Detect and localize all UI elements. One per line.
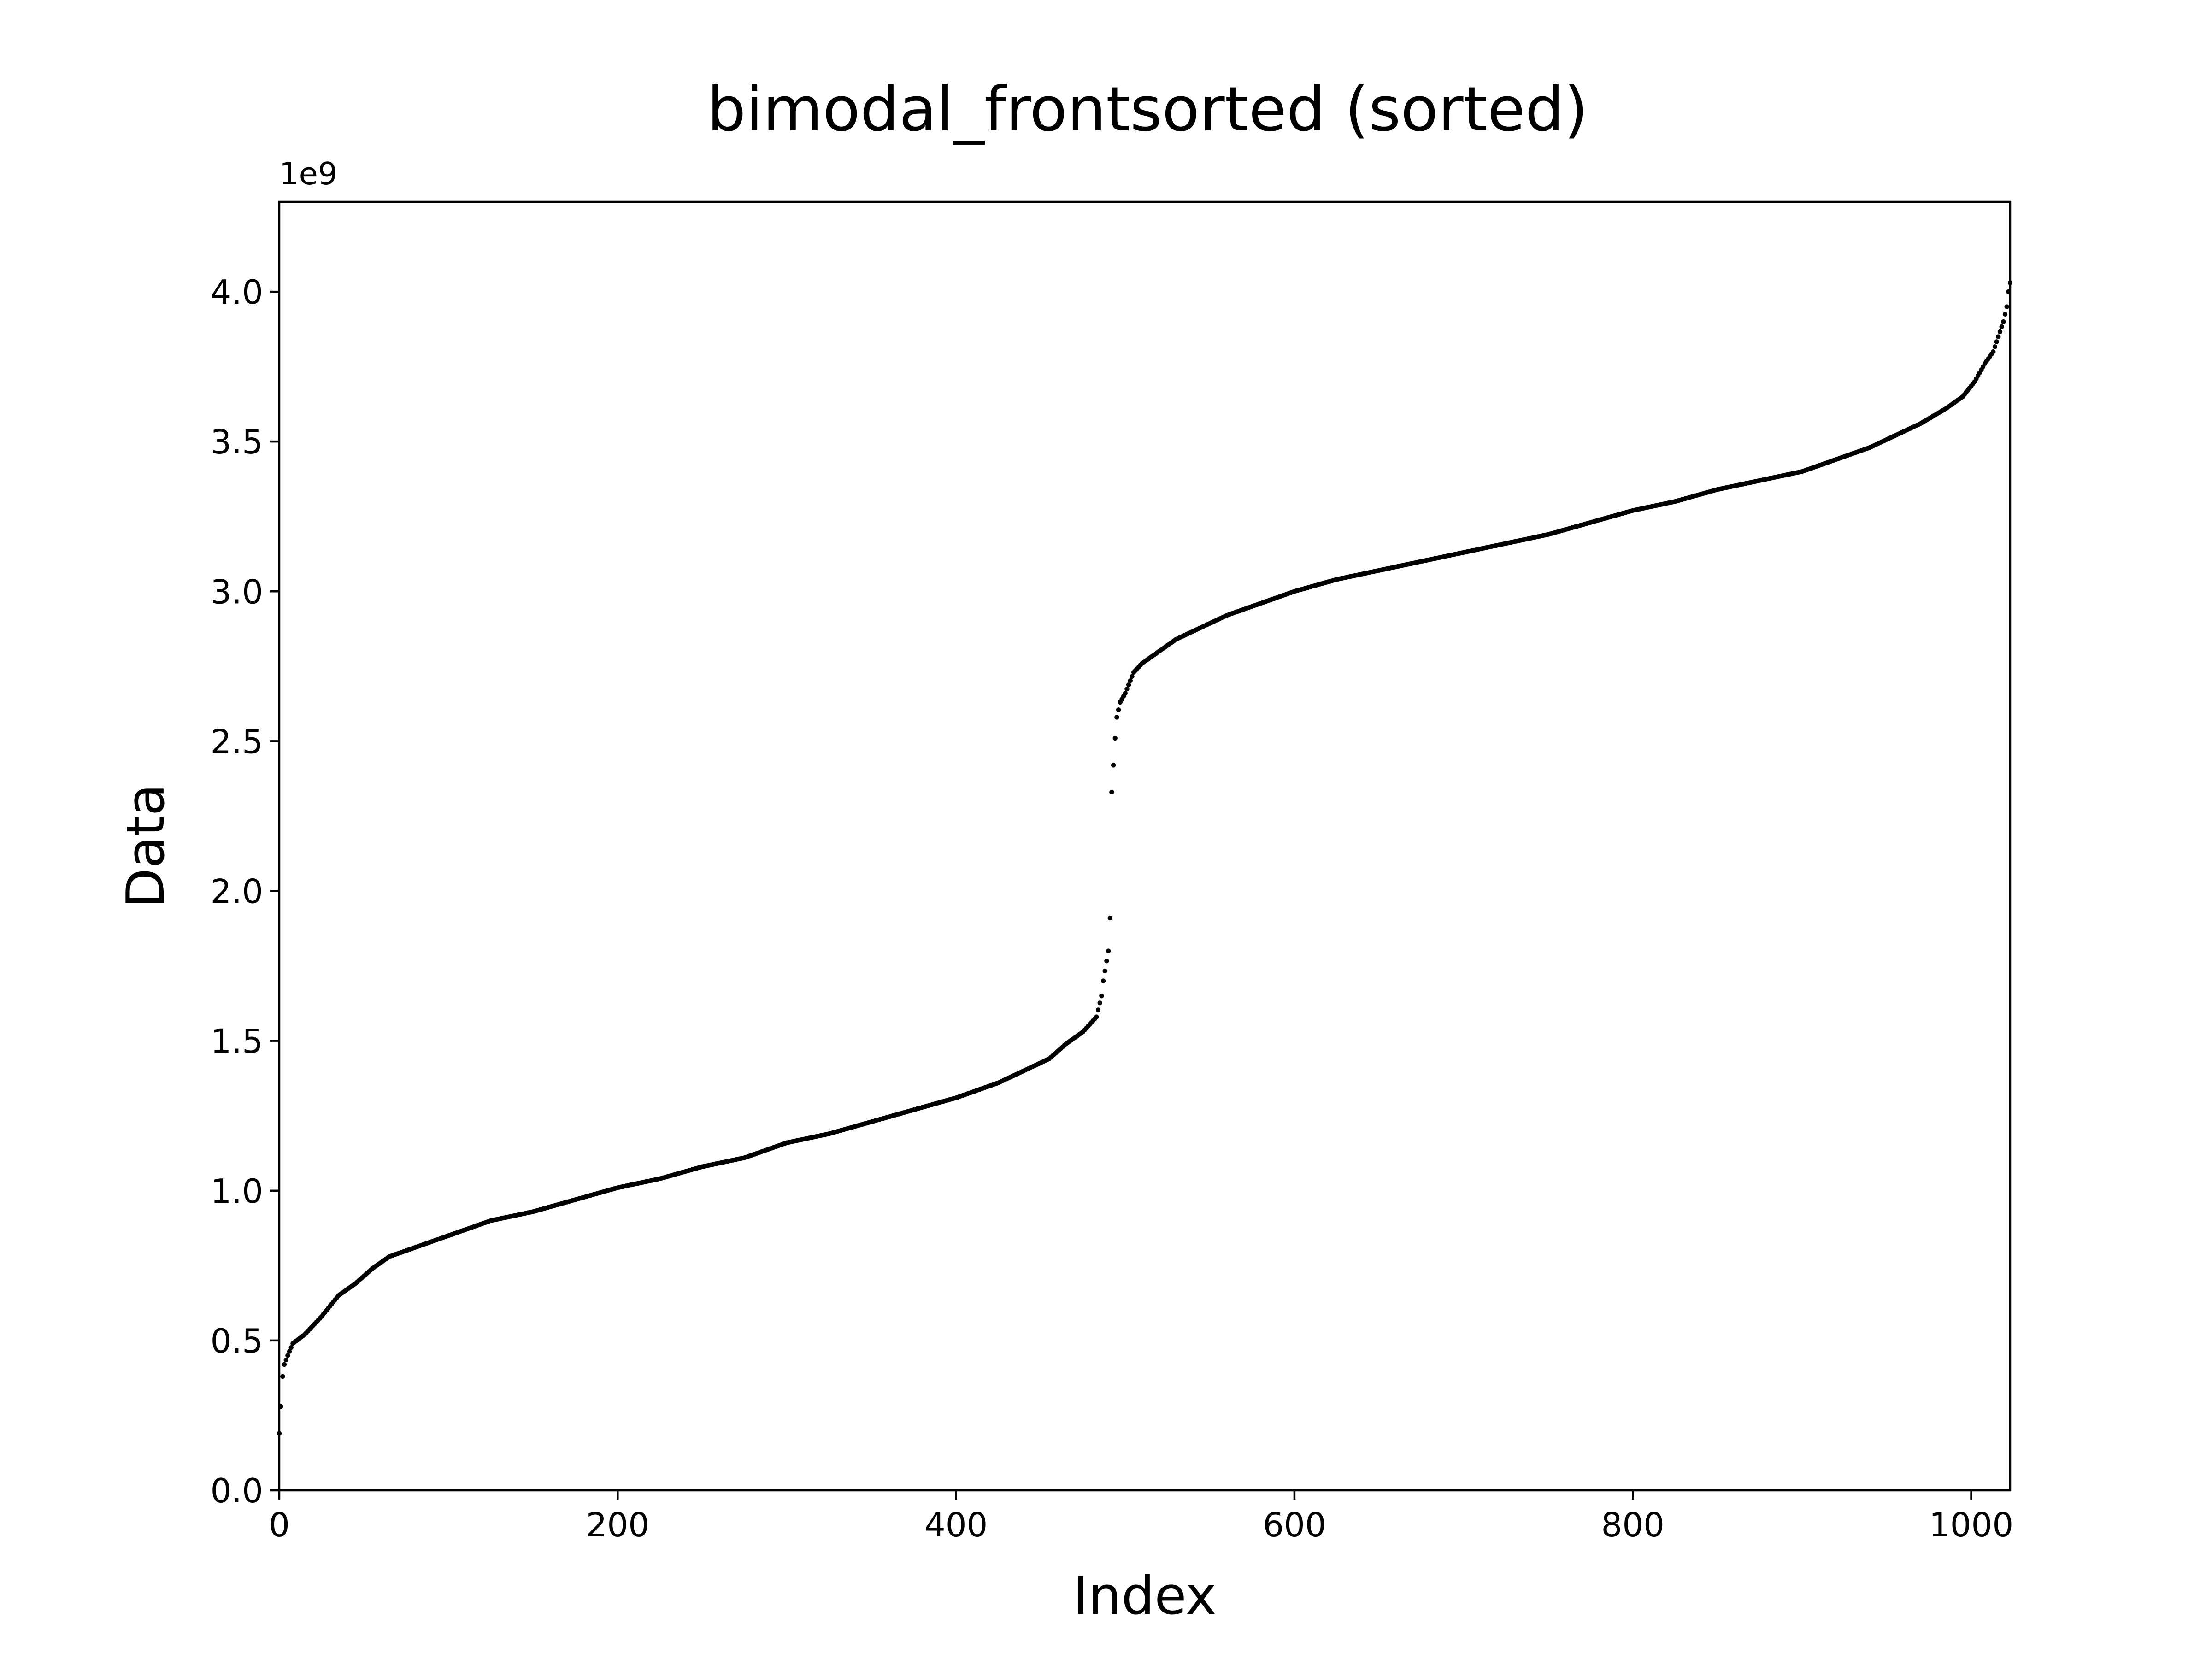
chart-title: bimodal_frontsorted (sorted) [707,74,1588,145]
x-tick-label: 800 [1601,1506,1665,1544]
data-point [1106,948,1111,953]
data-point [1099,993,1104,999]
data-point [2001,319,2006,324]
x-tick-label: 600 [1263,1506,1326,1544]
data-point [1991,349,1996,354]
data-point [1130,674,1135,679]
y-tick-label: 0.5 [210,1322,263,1360]
y-axis-label: Data [115,784,176,908]
data-point [2004,304,2009,309]
x-axis-ticks: 0 200 400 600 800 1000 [269,1490,2013,1544]
data-point [1128,678,1133,683]
plot-frame [278,200,2012,1492]
data-point [1104,959,1109,964]
y-offset-label: 1e9 [279,156,337,192]
x-tick-label: 200 [586,1506,649,1544]
data-point [1123,691,1128,696]
data-point [285,1353,290,1358]
y-tick-label: 3.0 [210,572,263,611]
data-point [1126,682,1131,688]
y-axis-ticks: 0.0 0.5 1.0 1.5 2.0 2.5 3.0 3.5 4.0 [210,273,279,1510]
data-point [280,1374,285,1379]
data-point [1097,1000,1102,1006]
y-tick-label: 4.0 [210,273,263,312]
data-point [283,1357,288,1363]
data-point [1994,339,1999,344]
data-point [288,1345,294,1350]
data-point [287,1349,292,1354]
x-tick-label: 1000 [1929,1506,2013,1544]
data-point [1114,715,1119,720]
data-point [1100,978,1106,983]
data-point [1997,329,2003,334]
x-tick-label: 0 [269,1506,290,1544]
data-point [1102,968,1107,974]
x-tick-label: 400 [924,1506,988,1544]
data-point [1992,344,1998,349]
data-point [1112,735,1118,741]
y-tick-label: 0.0 [210,1471,263,1510]
data-point [2002,312,2008,317]
data-point [1111,763,1116,768]
y-tick-label: 2.0 [210,872,263,911]
data-point [1107,915,1112,921]
data-point [1124,687,1130,692]
data-point [282,1362,287,1367]
y-tick-label: 2.5 [210,722,263,761]
data-point [1109,789,1114,795]
data-point [1095,1007,1101,1012]
data-point [1996,334,2001,339]
y-tick-label: 1.5 [210,1022,263,1061]
x-axis-label: Index [1073,1565,1216,1626]
data-point [1116,707,1121,712]
data-point [1094,1014,1099,1019]
y-tick-label: 1.0 [210,1172,263,1211]
data-point [1999,324,2004,329]
y-tick-label: 3.5 [210,423,263,461]
data-points [276,280,2013,1436]
